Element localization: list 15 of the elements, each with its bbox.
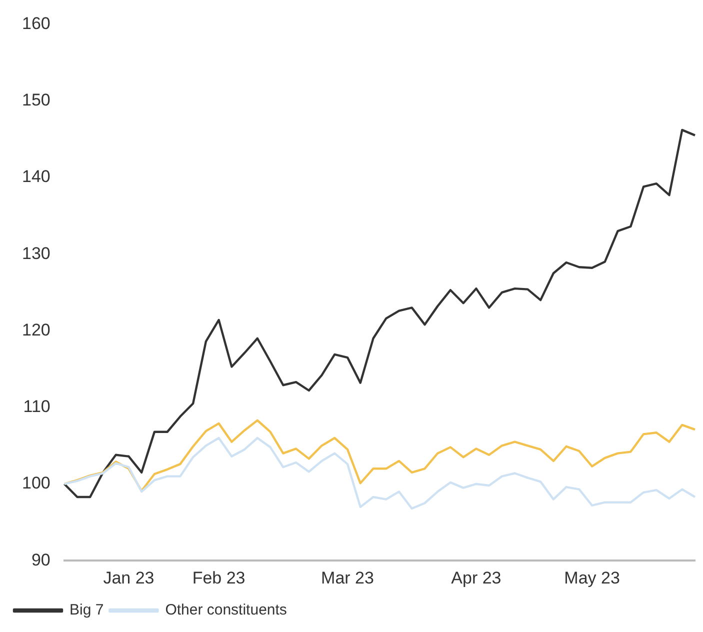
y-tick-label: 120 — [22, 320, 50, 340]
y-tick-label: 130 — [22, 244, 50, 263]
legend-label: Big 7 — [70, 602, 104, 619]
x-tick-label: Jan 23 — [103, 568, 154, 588]
y-tick-label: 110 — [23, 397, 50, 416]
x-tick-label: Apr 23 — [451, 568, 502, 588]
y-tick-label: 90 — [31, 550, 50, 570]
x-tick-label: May 23 — [564, 568, 620, 588]
legend-label: Other constituents — [165, 602, 287, 619]
y-tick-label: 100 — [22, 474, 50, 493]
y-tick-label: 140 — [22, 167, 50, 186]
x-tick-label: Mar 23 — [321, 568, 374, 588]
y-tick-label: 160 — [22, 14, 50, 33]
y-tick-label: 150 — [22, 90, 50, 110]
x-tick-label: Feb 23 — [192, 568, 246, 588]
